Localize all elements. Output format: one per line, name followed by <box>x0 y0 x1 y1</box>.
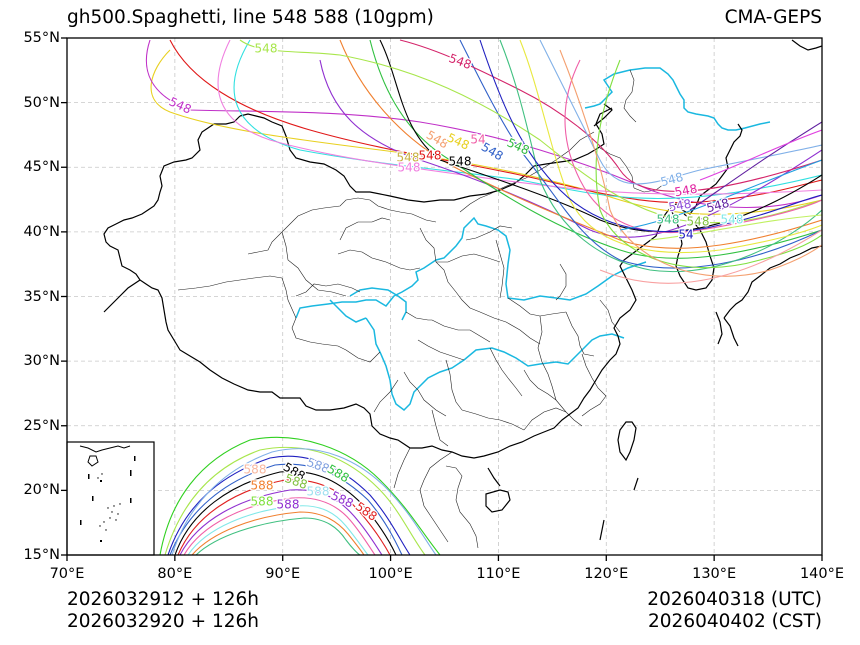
lat-tick-label: 30°N <box>23 353 60 370</box>
model-name: CMA-GEPS <box>724 7 822 28</box>
contour-label: 548 <box>721 213 744 227</box>
contour-label: 548 <box>479 140 506 164</box>
contour-label: 548 <box>449 155 472 169</box>
contour-588-lines <box>67 436 441 555</box>
contour-label: 548 <box>419 149 442 163</box>
init-time-line-1: 2026032912 + 126h <box>67 589 260 610</box>
lat-tick-label: 15°N <box>23 547 60 563</box>
axis-ticks <box>61 37 823 561</box>
lat-tick-label: 35°N <box>23 288 60 305</box>
contour-label: 588 <box>251 495 274 509</box>
contour-label: 588 <box>325 462 352 486</box>
contour-label: 548 <box>255 42 278 56</box>
valid-time-block: 2026040318 (UTC) 2026040402 (CST) <box>647 589 822 633</box>
contour-label: 588 <box>307 485 330 499</box>
lat-tick-label: 40°N <box>23 223 60 240</box>
contour-label: 588 <box>277 498 300 512</box>
contour-label: 548 <box>667 197 692 215</box>
contour-label: 588 <box>251 479 274 493</box>
south-china-sea-inset <box>66 441 155 556</box>
contour-548-lines <box>145 39 822 284</box>
lon-tick-label: 130°E <box>692 566 737 582</box>
contour-label: 548 <box>398 161 421 175</box>
contour-label: 548 <box>687 215 710 229</box>
contour-label: 54 <box>678 228 693 242</box>
contour-label: 548 <box>657 213 680 227</box>
gridlines <box>67 38 822 555</box>
lat-tick-label: 45°N <box>23 159 60 176</box>
country-borders <box>103 39 822 541</box>
chart-title: gh500.Spaghetti, line 548 588 (10gpm) <box>67 7 434 28</box>
init-time-line-2: 2026032920 + 126h <box>67 611 260 632</box>
lon-tick-label: 80°E <box>157 566 193 582</box>
contour-label: 588 <box>244 463 267 477</box>
lat-tick-label: 25°N <box>23 417 60 434</box>
contour-label: 548 <box>167 94 194 116</box>
init-time-block: 2026032912 + 126h 2026032920 + 126h <box>67 589 259 633</box>
contour-label: 588 <box>329 488 356 510</box>
lon-tick-label: 70°E <box>49 566 85 582</box>
lat-tick-label: 50°N <box>23 94 60 111</box>
contour-label: 548 <box>445 130 472 152</box>
contour-label: 548 <box>673 182 698 200</box>
contour-label: 54 <box>470 133 485 147</box>
contour-label: 548 <box>505 135 532 157</box>
lon-tick-label: 90°E <box>265 566 301 582</box>
lon-tick-label: 110°E <box>476 566 521 582</box>
valid-time-utc: 2026040318 (UTC) <box>647 589 822 610</box>
lon-tick-label: 100°E <box>368 566 413 582</box>
lat-tick-label: 20°N <box>23 482 60 499</box>
lon-tick-label: 140°E <box>799 566 845 582</box>
lon-tick-label: 120°E <box>584 566 629 582</box>
valid-time-cst: 2026040402 (CST) <box>648 611 822 632</box>
contour-label: 548 <box>397 151 420 165</box>
rivers <box>295 67 771 411</box>
lat-tick-label: 55°N <box>23 30 60 46</box>
contour-label: 548 <box>447 51 473 72</box>
